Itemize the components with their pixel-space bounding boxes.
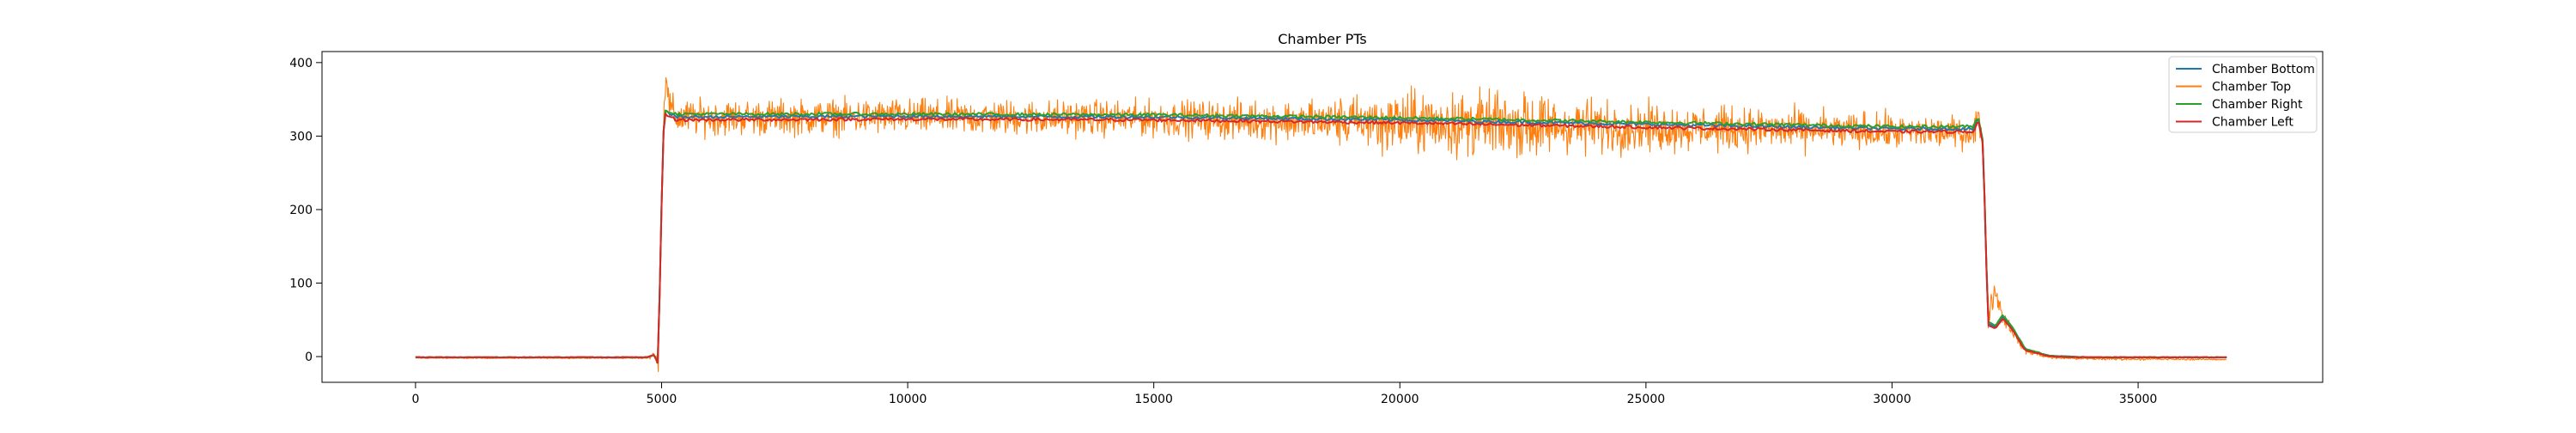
- legend: Chamber Bottom Chamber Top Chamber Right Ch…: [2168, 56, 2318, 133]
- x-tick-label: 30000: [1873, 393, 1911, 406]
- y-tick-label: 400: [289, 57, 313, 70]
- legend-box: [2168, 56, 2318, 133]
- y-tick-label: 0: [305, 351, 313, 364]
- x-axis: 0 5000 10000 15000 20000 25000 30000 35000: [411, 382, 2157, 406]
- x-tick-label: 25000: [1627, 393, 1666, 406]
- chart-title: Chamber PTs: [1278, 31, 1366, 47]
- x-tick-label: 5000: [647, 393, 677, 406]
- y-tick-label: 300: [289, 130, 313, 143]
- legend-label: Chamber Right: [2212, 98, 2303, 112]
- x-tick-label: 35000: [2119, 393, 2158, 406]
- y-tick-label: 100: [289, 277, 313, 291]
- x-tick-label: 15000: [1134, 393, 1173, 406]
- x-tick-label: 0: [411, 393, 419, 406]
- series-layer: [415, 76, 2227, 373]
- series-line-chamber-left: [415, 113, 2227, 363]
- x-tick-label: 20000: [1381, 393, 1419, 406]
- series-line-chamber-bottom: [415, 109, 2227, 364]
- legend-label: Chamber Top: [2212, 81, 2291, 95]
- legend-label: Chamber Left: [2212, 116, 2293, 130]
- series-line-chamber-right: [415, 109, 2227, 364]
- legend-label: Chamber Bottom: [2212, 63, 2315, 76]
- y-tick-label: 200: [289, 204, 313, 217]
- plot-area-frame: [321, 51, 2324, 383]
- y-axis: 0 100 200 300 400: [289, 57, 322, 364]
- x-tick-label: 10000: [889, 393, 927, 406]
